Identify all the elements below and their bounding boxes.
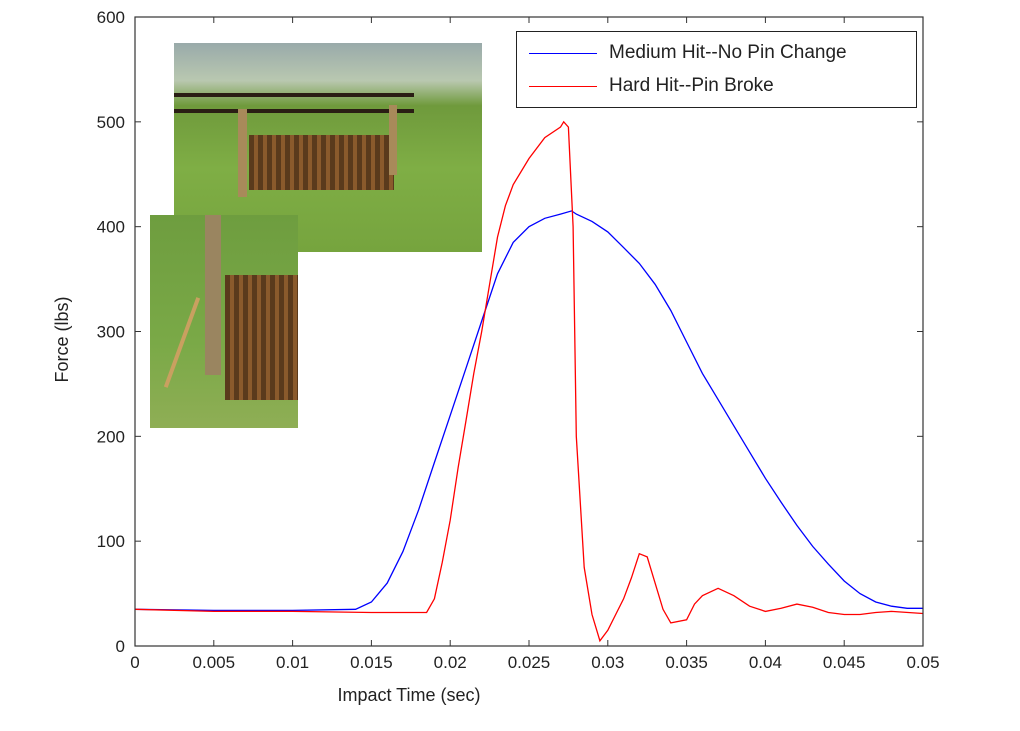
x-tick-label: 0.01	[276, 653, 309, 672]
x-tick-label: 0.03	[591, 653, 624, 672]
y-tick-label: 200	[97, 427, 125, 446]
x-tick-label: 0.015	[350, 653, 393, 672]
series-line-0	[134, 210, 923, 612]
x-tick-label: 0.035	[665, 653, 708, 672]
y-tick-label: 100	[97, 532, 125, 551]
y-tick-label: 300	[97, 323, 125, 342]
x-tick-label: 0.02	[434, 653, 467, 672]
y-tick-label: 0	[116, 637, 125, 656]
x-tick-label: 0.025	[508, 653, 551, 672]
y-tick-label: 600	[97, 8, 125, 27]
x-tick-label: 0.04	[749, 653, 782, 672]
y-tick-label: 500	[97, 113, 125, 132]
x-axis-label: Impact Time (sec)	[337, 685, 480, 705]
series-line-1	[134, 120, 924, 643]
y-tick-label: 400	[97, 218, 125, 237]
axes-box	[134, 16, 924, 647]
x-tick-label: 0	[130, 653, 139, 672]
y-axis-label: Force (lbs)	[52, 296, 72, 382]
x-tick-label: 0.045	[823, 653, 866, 672]
x-tick-label: 0.05	[906, 653, 939, 672]
x-tick-label: 0.005	[193, 653, 236, 672]
photo-broken-pin	[150, 215, 298, 428]
